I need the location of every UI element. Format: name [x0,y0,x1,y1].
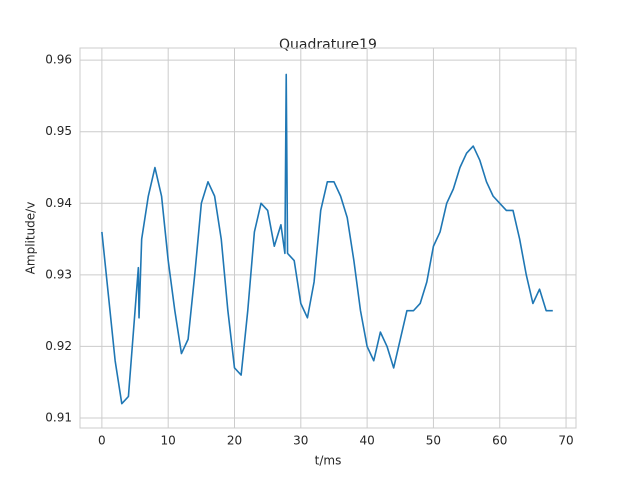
y-tick-label: 0.93 [45,267,72,281]
x-tick-label: 10 [161,434,176,448]
data-line [101,73,553,405]
plot-frame [79,47,577,429]
y-tick-label: 0.94 [45,196,72,210]
y-tick-label: 0.92 [45,339,72,353]
x-tick-label: 20 [227,434,242,448]
x-tick-label: 40 [359,434,374,448]
y-axis-label: Amplitude/v [24,202,38,275]
y-tick-label: 0.91 [45,410,72,424]
x-tick-label: 60 [492,434,507,448]
x-tick-label: 30 [293,434,308,448]
x-tick-label: 0 [98,434,106,448]
x-tick-label: 50 [426,434,441,448]
chart-title: Quadrature19 [279,37,377,53]
x-tick-label: 70 [558,434,573,448]
x-axis-label: t/ms [315,454,342,468]
y-tick-label: 0.96 [45,53,72,67]
y-tick-label: 0.95 [45,124,72,138]
